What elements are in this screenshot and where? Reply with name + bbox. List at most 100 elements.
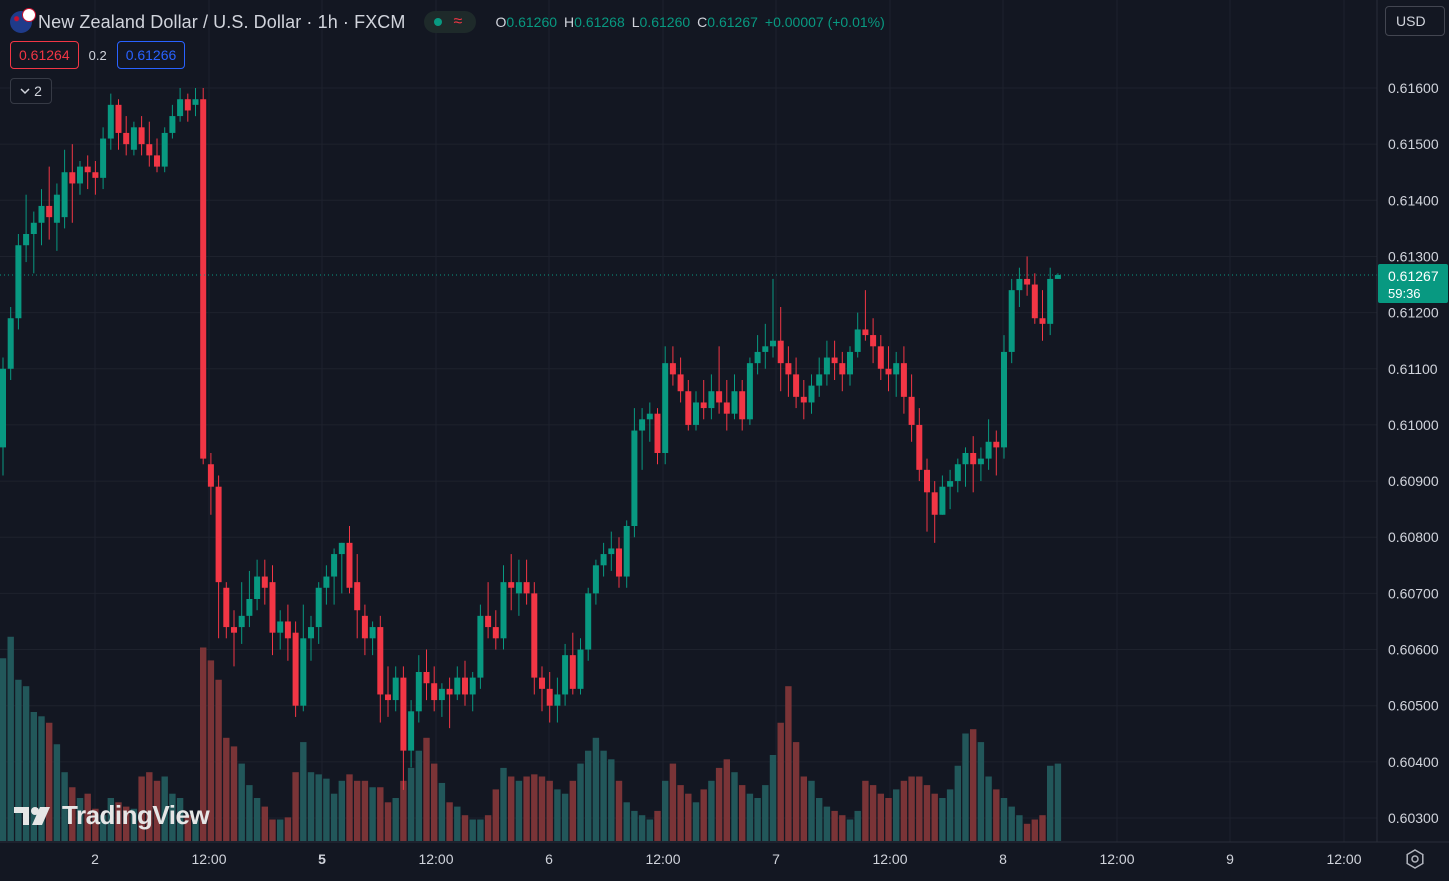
volume-bar [923,785,931,841]
candle-body [315,587,322,628]
candle-body [46,205,53,218]
price-tick-label: 0.60900 [1388,473,1439,489]
indicators-count: 2 [34,83,42,99]
volume-bar [1047,765,1054,841]
volume-bar [315,774,322,841]
volume-bar [808,780,815,841]
volume-bar [669,763,677,841]
volume-bar [769,755,777,841]
candle-body [931,492,938,515]
candle-body [970,453,977,465]
candle-body [669,363,676,375]
currency-button[interactable]: USD [1385,6,1445,36]
indicators-toggle[interactable]: 2 [10,78,52,104]
candle-body [130,127,137,150]
volume-bar [739,785,746,841]
candle-body [192,99,199,105]
candle-body [662,363,669,453]
candle-body [7,318,14,369]
volume-bar [230,746,238,841]
price-tick-label: 0.60300 [1388,810,1439,826]
settings-icon[interactable] [1404,848,1426,870]
candle-body [616,548,622,577]
candle-body [793,374,800,397]
volume-bar [300,742,307,841]
candle-body [716,391,723,403]
time-tick-label: 12:00 [1099,851,1134,867]
last-price-value: 0.61267 [1388,268,1439,284]
buy-button[interactable]: 0.61266 [116,41,186,69]
candle-body [138,127,145,145]
candle-body [754,351,761,364]
candle-body [123,132,130,145]
bar-countdown: 59:36 [1388,286,1421,301]
candle-body [308,627,314,639]
price-tick-label: 0.61300 [1388,248,1439,264]
volume-bar [115,802,122,841]
market-status[interactable]: ≈ [423,11,476,33]
volume-bar [0,658,7,841]
spread-value: 0.2 [88,47,107,63]
volume-bar [585,750,592,841]
candle-body [261,576,268,588]
volume-bar [15,679,22,841]
sell-button[interactable]: 0.61264 [10,41,79,69]
volume-bar [554,789,561,841]
candle-body [808,385,815,403]
time-axis[interactable]: 2 12:00 5 12:00 6 12:00 7 12:00 8 12:00 9 12:00 [91,851,1362,867]
volume-bar [84,793,91,841]
ohlc-value: +0.00007 (+0.01%) [764,14,885,30]
candle-body [30,222,37,234]
currency-label: USD [1396,13,1426,29]
volume-bar [38,716,45,841]
volume-bar [53,744,61,841]
tradingview-logo-icon [14,806,50,825]
candle-body [246,599,253,616]
volume-bar [785,686,792,841]
candle-body [77,166,83,184]
price-tick-label: 0.60600 [1388,642,1439,658]
volume-bar [754,798,761,841]
volume-bar [477,819,484,841]
volume-bar [30,712,37,841]
volume-bar [469,819,476,841]
candle-body [292,632,299,706]
volume-bar [246,785,253,841]
candle-body [523,582,530,594]
candle-body [762,346,769,352]
candle-body [492,627,499,639]
candle-body [454,677,461,695]
symbol-title[interactable]: New Zealand Dollar / U.S. Dollar · 1h · … [38,11,406,32]
volume-bar [839,815,846,841]
candle-body [685,391,692,425]
candle-body [916,424,923,470]
candle-body [939,486,946,515]
candle-body [870,335,877,347]
volume-bars [0,636,1062,841]
volume-bar [292,772,299,841]
volume-bar [431,763,438,841]
candle-body [608,548,615,555]
candle-body [592,565,599,594]
volume-bar [261,806,268,841]
volume-bar [623,802,630,841]
volume-bar [515,780,523,841]
volume-bar [869,785,877,841]
candle-body [1047,278,1054,324]
last-price-label: 0.61267 59:36 [1378,264,1448,303]
candle-body [677,374,684,392]
volume-bar [438,782,446,841]
time-tick-label: 2 [91,851,99,867]
volume-bar [1016,815,1023,841]
candle-body [723,402,730,414]
market-open-dot-icon [433,18,442,26]
candle-body [985,441,992,459]
candle-body [539,677,545,689]
volume-bar [600,750,607,841]
candle-body [215,486,222,583]
time-tick-label: 6 [545,851,553,867]
price-axis[interactable]: 0.61600 0.61500 0.61400 0.61300 0.61200 0.611… [1388,80,1439,826]
candle-body [816,374,823,386]
volume-bar [76,798,84,841]
